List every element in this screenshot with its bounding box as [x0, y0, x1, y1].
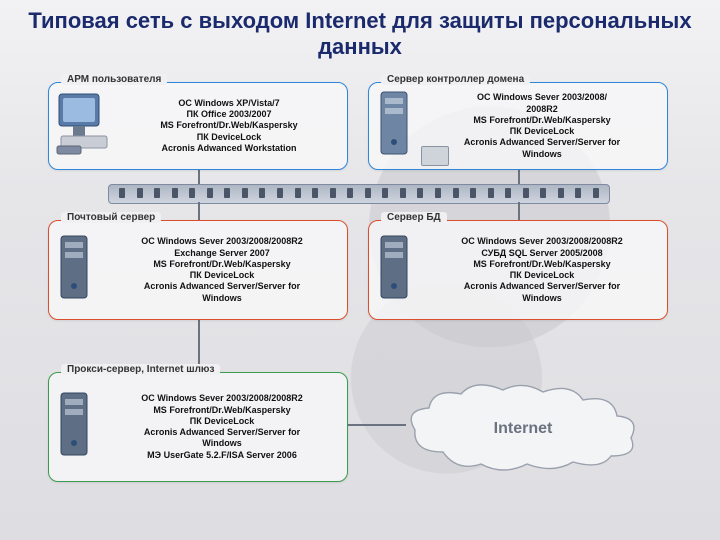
hub-port [540, 188, 546, 198]
text-line: ПК DeviceLock [119, 132, 339, 143]
text-line: MS Forefront/Dr.Web/Kaspersky [425, 115, 659, 126]
node-domain-controller: Сервер контроллер домена ОС Windows Seve… [368, 82, 668, 170]
hub-port [400, 188, 406, 198]
text-line: 2008R2 [425, 104, 659, 115]
text-line: Acronis Adwanced Server/Server for [105, 281, 339, 292]
text-line: ПК Office 2003/2007 [119, 109, 339, 120]
hub-port [347, 188, 353, 198]
server-tower-icon [375, 88, 419, 165]
text-line: Acronis Adwanced Server/Server for [425, 137, 659, 148]
hub-port [382, 188, 388, 198]
text-line: ОС Windows Sever 2003/2008/ [425, 92, 659, 103]
cloud-label: Internet [403, 420, 643, 438]
hub-port [417, 188, 423, 198]
workstation-icon [55, 90, 113, 163]
text-line: МЭ UserGate 5.2.F/ISA Server 2006 [105, 450, 339, 461]
hub-port [593, 188, 599, 198]
text-line: ОС Windows Sever 2003/2008/2008R2 [105, 393, 339, 404]
text-line: ОС Windows Sever 2003/2008/2008R2 [425, 236, 659, 247]
hub-port [470, 188, 476, 198]
node-label: Почтовый сервер [61, 212, 161, 223]
node-db-server: Сервер БД ОС Windows Sever 2003/2008/200… [368, 220, 668, 320]
page-title: Типовая сеть с выходом Internet для защи… [0, 8, 720, 61]
hub-port [137, 188, 143, 198]
node-label: Сервер контроллер домена [381, 74, 530, 85]
text-line: Acronis Adwanced Server/Server for [425, 281, 659, 292]
text-line: MS Forefront/Dr.Web/Kaspersky [119, 120, 339, 131]
slide: Типовая сеть с выходом Internet для защи… [0, 0, 720, 540]
text-line: Acronis Adwanced Server/Server for [105, 427, 339, 438]
text-line: Windows [105, 293, 339, 304]
text-line: MS Forefront/Dr.Web/Kaspersky [105, 259, 339, 270]
text-line: ПК DeviceLock [425, 270, 659, 281]
hub-port [523, 188, 529, 198]
hub-port [295, 188, 301, 198]
text-line: Acronis Adwanced Workstation [119, 143, 339, 154]
hub-port [119, 188, 125, 198]
hub-port [224, 188, 230, 198]
text-line: Windows [425, 149, 659, 160]
hub-port [259, 188, 265, 198]
connector [198, 202, 200, 220]
hub-port [172, 188, 178, 198]
node-label: АРМ пользователя [61, 74, 167, 85]
text-line: ПК DeviceLock [105, 270, 339, 281]
hub-port [435, 188, 441, 198]
server-tower-icon [55, 389, 99, 466]
network-diagram: АРМ пользователя ОС Windows XP/Vista/7ПК… [48, 72, 672, 520]
node-text: ОС Windows Sever 2003/2008/2008R2MS Fore… [105, 393, 339, 461]
connector [518, 170, 520, 184]
node-text: ОС Windows XP/Vista/7ПК Office 2003/2007… [119, 98, 339, 154]
connector [348, 424, 406, 426]
text-line: ОС Windows XP/Vista/7 [119, 98, 339, 109]
node-text: ОС Windows Sever 2003/2008/2008R2СУБД SQ… [425, 236, 659, 304]
hub-port [453, 188, 459, 198]
text-line: ПК DeviceLock [105, 416, 339, 427]
node-label: Сервер БД [381, 212, 447, 223]
server-tower-icon [375, 232, 419, 309]
text-line: Windows [105, 438, 339, 449]
hub-port [575, 188, 581, 198]
text-line: СУБД SQL Server 2005/2008 [425, 248, 659, 259]
hub-port [242, 188, 248, 198]
text-line: MS Forefront/Dr.Web/Kaspersky [425, 259, 659, 270]
node-text: ОС Windows Sever 2003/2008/2008R2MS Fore… [425, 92, 659, 160]
text-line: Windows [425, 293, 659, 304]
node-mail-server: Почтовый сервер ОС Windows Sever 2003/20… [48, 220, 348, 320]
internet-cloud: Internet [403, 382, 643, 474]
hub-port [365, 188, 371, 198]
node-proxy-gateway: Прокси-сервер, Internet шлюз ОС Windows … [48, 372, 348, 482]
hub-port [330, 188, 336, 198]
node-label: Прокси-сервер, Internet шлюз [61, 364, 220, 375]
server-tower-icon [55, 232, 99, 309]
switch-hub [108, 184, 610, 204]
hub-port [558, 188, 564, 198]
hub-port [154, 188, 160, 198]
node-workstation: АРМ пользователя ОС Windows XP/Vista/7ПК… [48, 82, 348, 170]
hub-port [488, 188, 494, 198]
text-line: ОС Windows Sever 2003/2008/2008R2 [105, 236, 339, 247]
text-line: ПК DeviceLock [425, 126, 659, 137]
hub-port [277, 188, 283, 198]
node-text: ОС Windows Sever 2003/2008/2008R2Exchang… [105, 236, 339, 304]
hub-port [189, 188, 195, 198]
printer-icon [421, 146, 449, 166]
text-line: MS Forefront/Dr.Web/Kaspersky [105, 405, 339, 416]
text-line: Exchange Server 2007 [105, 248, 339, 259]
hub-port [312, 188, 318, 198]
connector [198, 170, 200, 184]
hub-port [207, 188, 213, 198]
connector [518, 202, 520, 220]
hub-port [505, 188, 511, 198]
